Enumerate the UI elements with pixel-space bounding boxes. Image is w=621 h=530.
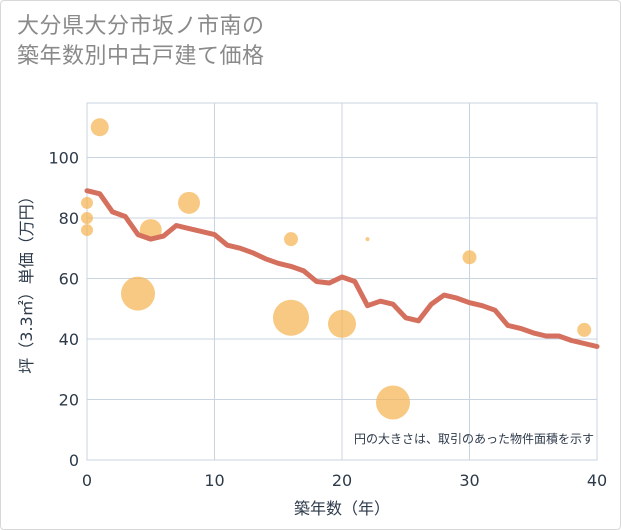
scatter-points: [81, 118, 592, 420]
chart-title-line-2: 築年数別中古戸建て価格: [17, 44, 265, 69]
y-tick-label: 100: [48, 148, 79, 167]
y-tick-label: 20: [59, 390, 79, 409]
chart-title-line-1: 大分県大分市坂ノ市南の: [17, 14, 265, 39]
size-note: 円の大きさは、取引のあった物件面積を示す: [354, 431, 594, 446]
scatter-point: [365, 237, 370, 242]
scatter-point: [81, 224, 93, 237]
scatter-point: [284, 232, 298, 247]
y-tick-labels: 0 20 40 60 80 100: [48, 148, 79, 470]
trend-line: [84, 188, 600, 349]
x-tick-label: 40: [587, 471, 607, 490]
scatter-point: [178, 191, 200, 214]
y-tick-label: 60: [59, 269, 79, 288]
scatter-point: [273, 299, 309, 336]
scatter-point: [376, 385, 410, 420]
scatter-point: [577, 322, 592, 337]
scatter-point: [121, 276, 155, 311]
chart-title: 大分県大分市坂ノ市南の 築年数別中古戸建て価格: [17, 12, 265, 72]
y-tick-label: 80: [59, 209, 79, 228]
x-tick-labels: 0 10 20 30 40: [82, 471, 607, 490]
x-tick-label: 30: [459, 471, 479, 490]
y-tick-label: 0: [69, 451, 79, 470]
scatter-point: [90, 118, 109, 137]
grid-lines: [86, 103, 598, 461]
x-tick-label: 10: [204, 471, 224, 490]
x-axis-label: 築年数（年）: [294, 499, 390, 518]
y-tick-label: 40: [59, 330, 79, 349]
scatter-point: [81, 196, 93, 209]
plot-border: [86, 102, 598, 461]
scatter-point: [328, 309, 356, 338]
x-tick-label: 20: [332, 471, 352, 490]
scatter-point: [81, 211, 93, 224]
scatter-point: [462, 250, 477, 265]
x-tick-label: 0: [82, 471, 92, 490]
y-axis-label: 坪（3.3㎡）単価（万円）: [17, 188, 36, 373]
